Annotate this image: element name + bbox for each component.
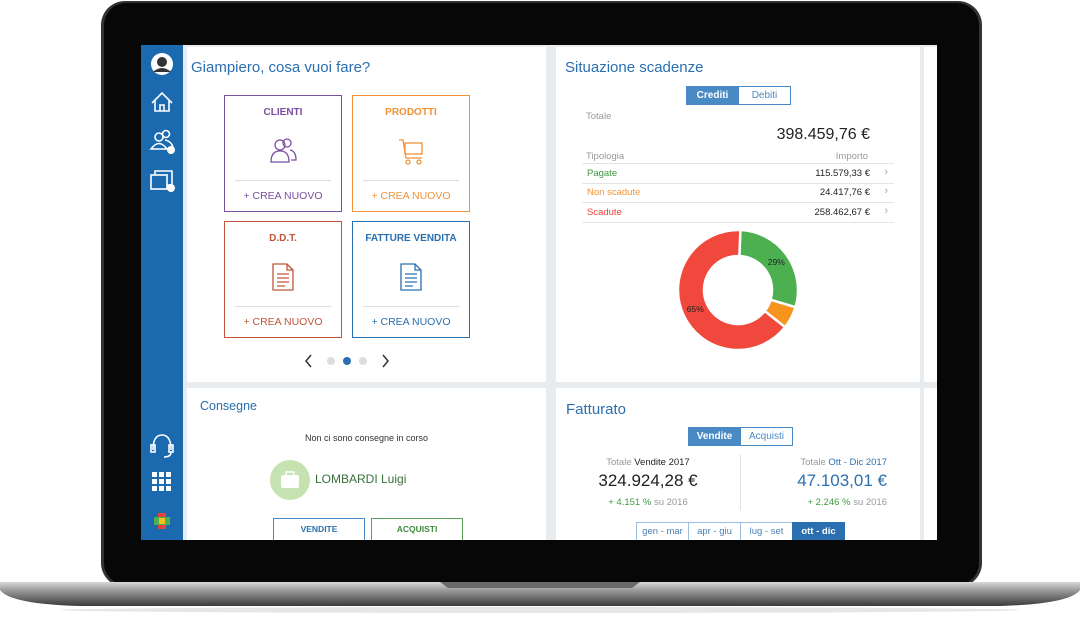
tile[interactable]: D.D.T. + CREA NUOVO [224, 221, 342, 338]
row-label: Non scadute [587, 187, 641, 198]
panel-title: Situazione scadenze [565, 59, 704, 76]
table-row[interactable]: Pagate 115.579,33 € › [582, 163, 894, 184]
tile[interactable]: PRODOTTI + CREA NUOVO [352, 95, 470, 212]
scadenze-panel: Situazione scadenze Crediti Debiti Total… [556, 47, 920, 382]
fatturato-panel: Fatturato Vendite Acquisti Totale Vendit… [556, 388, 920, 540]
tile-icon [270, 138, 297, 163]
sidebar [141, 45, 183, 540]
table-row[interactable]: Scadute 258.462,67 € › [582, 203, 894, 223]
total-caption: Totale Ott - Dic 2017 [800, 457, 887, 468]
total-caption: Totale Vendite 2017 [556, 457, 740, 468]
consegne-panel: Consegne Non ci sono consegne in corso L… [187, 388, 546, 540]
tab[interactable]: Vendite [688, 427, 741, 446]
divider [235, 180, 331, 181]
table-row[interactable]: Non scadute 24.417,76 € › [582, 183, 894, 203]
tile-icon [400, 263, 422, 291]
divider [363, 180, 459, 181]
row-label: Scadute [587, 207, 622, 218]
screen: Giampiero, cosa vuoi fare? CLIENTI + CRE… [141, 45, 937, 540]
chevron: › [884, 166, 888, 178]
empty-message: Non ci sono consegne in corso [304, 433, 429, 443]
donut-slice [676, 228, 787, 352]
contact-name: LOMBARDI Luigi [315, 472, 407, 486]
tile-action: + CREA NUOVO [243, 316, 323, 328]
change-suffix: su 2016 [653, 497, 688, 508]
panel-title: Fatturato [566, 401, 627, 418]
period-button[interactable]: ott - dic [792, 522, 845, 540]
tile-action: + CREA NUOVO [243, 190, 323, 202]
row-amount: 115.579,33 € [815, 168, 870, 179]
caption-label: Vendite 2017 [634, 457, 690, 468]
greeting: Giampiero, cosa vuoi fare? [191, 59, 371, 76]
carousel-nav[interactable] [297, 351, 397, 371]
panel-edge [924, 47, 937, 382]
panel-edge [924, 388, 937, 540]
actions-panel: Giampiero, cosa vuoi fare? CLIENTI + CRE… [187, 47, 546, 382]
change-value: + 2.246 % [807, 497, 851, 508]
change-suffix: su 2016 [853, 497, 887, 508]
divider [363, 306, 459, 307]
column-header: Importo [835, 151, 868, 162]
total-label: Totale [586, 111, 612, 122]
caption-label: Ott - Dic 2017 [828, 457, 887, 468]
column-header: Tipologia [586, 151, 625, 162]
caption-prefix: Totale [800, 457, 826, 468]
total-value: 398.459,76 € [776, 126, 870, 143]
change: + 4.151 % su 2016 [556, 497, 740, 508]
donut-slice [738, 228, 800, 309]
tab[interactable]: Debiti [738, 86, 791, 105]
tile[interactable]: CLIENTI + CREA NUOVO [224, 95, 342, 212]
tab[interactable]: Acquisti [740, 427, 793, 446]
donut-chart: 29% 65% [676, 228, 800, 352]
sidebar-icons [149, 53, 175, 529]
chevron: › [884, 205, 888, 217]
row-amount: 258.462,67 € [814, 207, 870, 218]
tile-title: CLIENTI [263, 107, 303, 118]
row-label: Pagate [587, 168, 618, 179]
chevron: › [884, 185, 888, 197]
tile-title: D.D.T. [269, 233, 297, 244]
period-button[interactable]: gen - mar [636, 522, 689, 540]
total-value: 324.924,28 € [598, 471, 698, 490]
tile-action: + CREA NUOVO [371, 316, 451, 328]
divider [235, 306, 331, 307]
total-value: 47.103,01 € [797, 471, 887, 490]
tile-action: + CREA NUOVO [371, 190, 451, 202]
button[interactable]: ACQUISTI [371, 518, 463, 540]
change: + 2.246 % su 2016 [808, 497, 888, 508]
slice-label: 65% [687, 304, 704, 314]
tile-title: FATTURE VENDITA [365, 233, 457, 244]
slice-label: 29% [768, 257, 785, 267]
row-amount: 24.417,76 € [819, 187, 870, 198]
tile-icon [272, 263, 294, 291]
caption-prefix: Totale [606, 457, 632, 468]
contact-avatar [270, 460, 310, 500]
divider [740, 454, 741, 510]
tile-icon [399, 139, 423, 165]
period-button[interactable]: apr - giu [688, 522, 741, 540]
change-value: + 4.151 % [608, 497, 652, 508]
tile-title: PRODOTTI [385, 107, 437, 118]
period-button[interactable]: lug - set [740, 522, 793, 540]
panel-title: Consegne [200, 399, 257, 413]
button[interactable]: VENDITE [273, 518, 365, 540]
tile[interactable]: FATTURE VENDITA + CREA NUOVO [352, 221, 470, 338]
